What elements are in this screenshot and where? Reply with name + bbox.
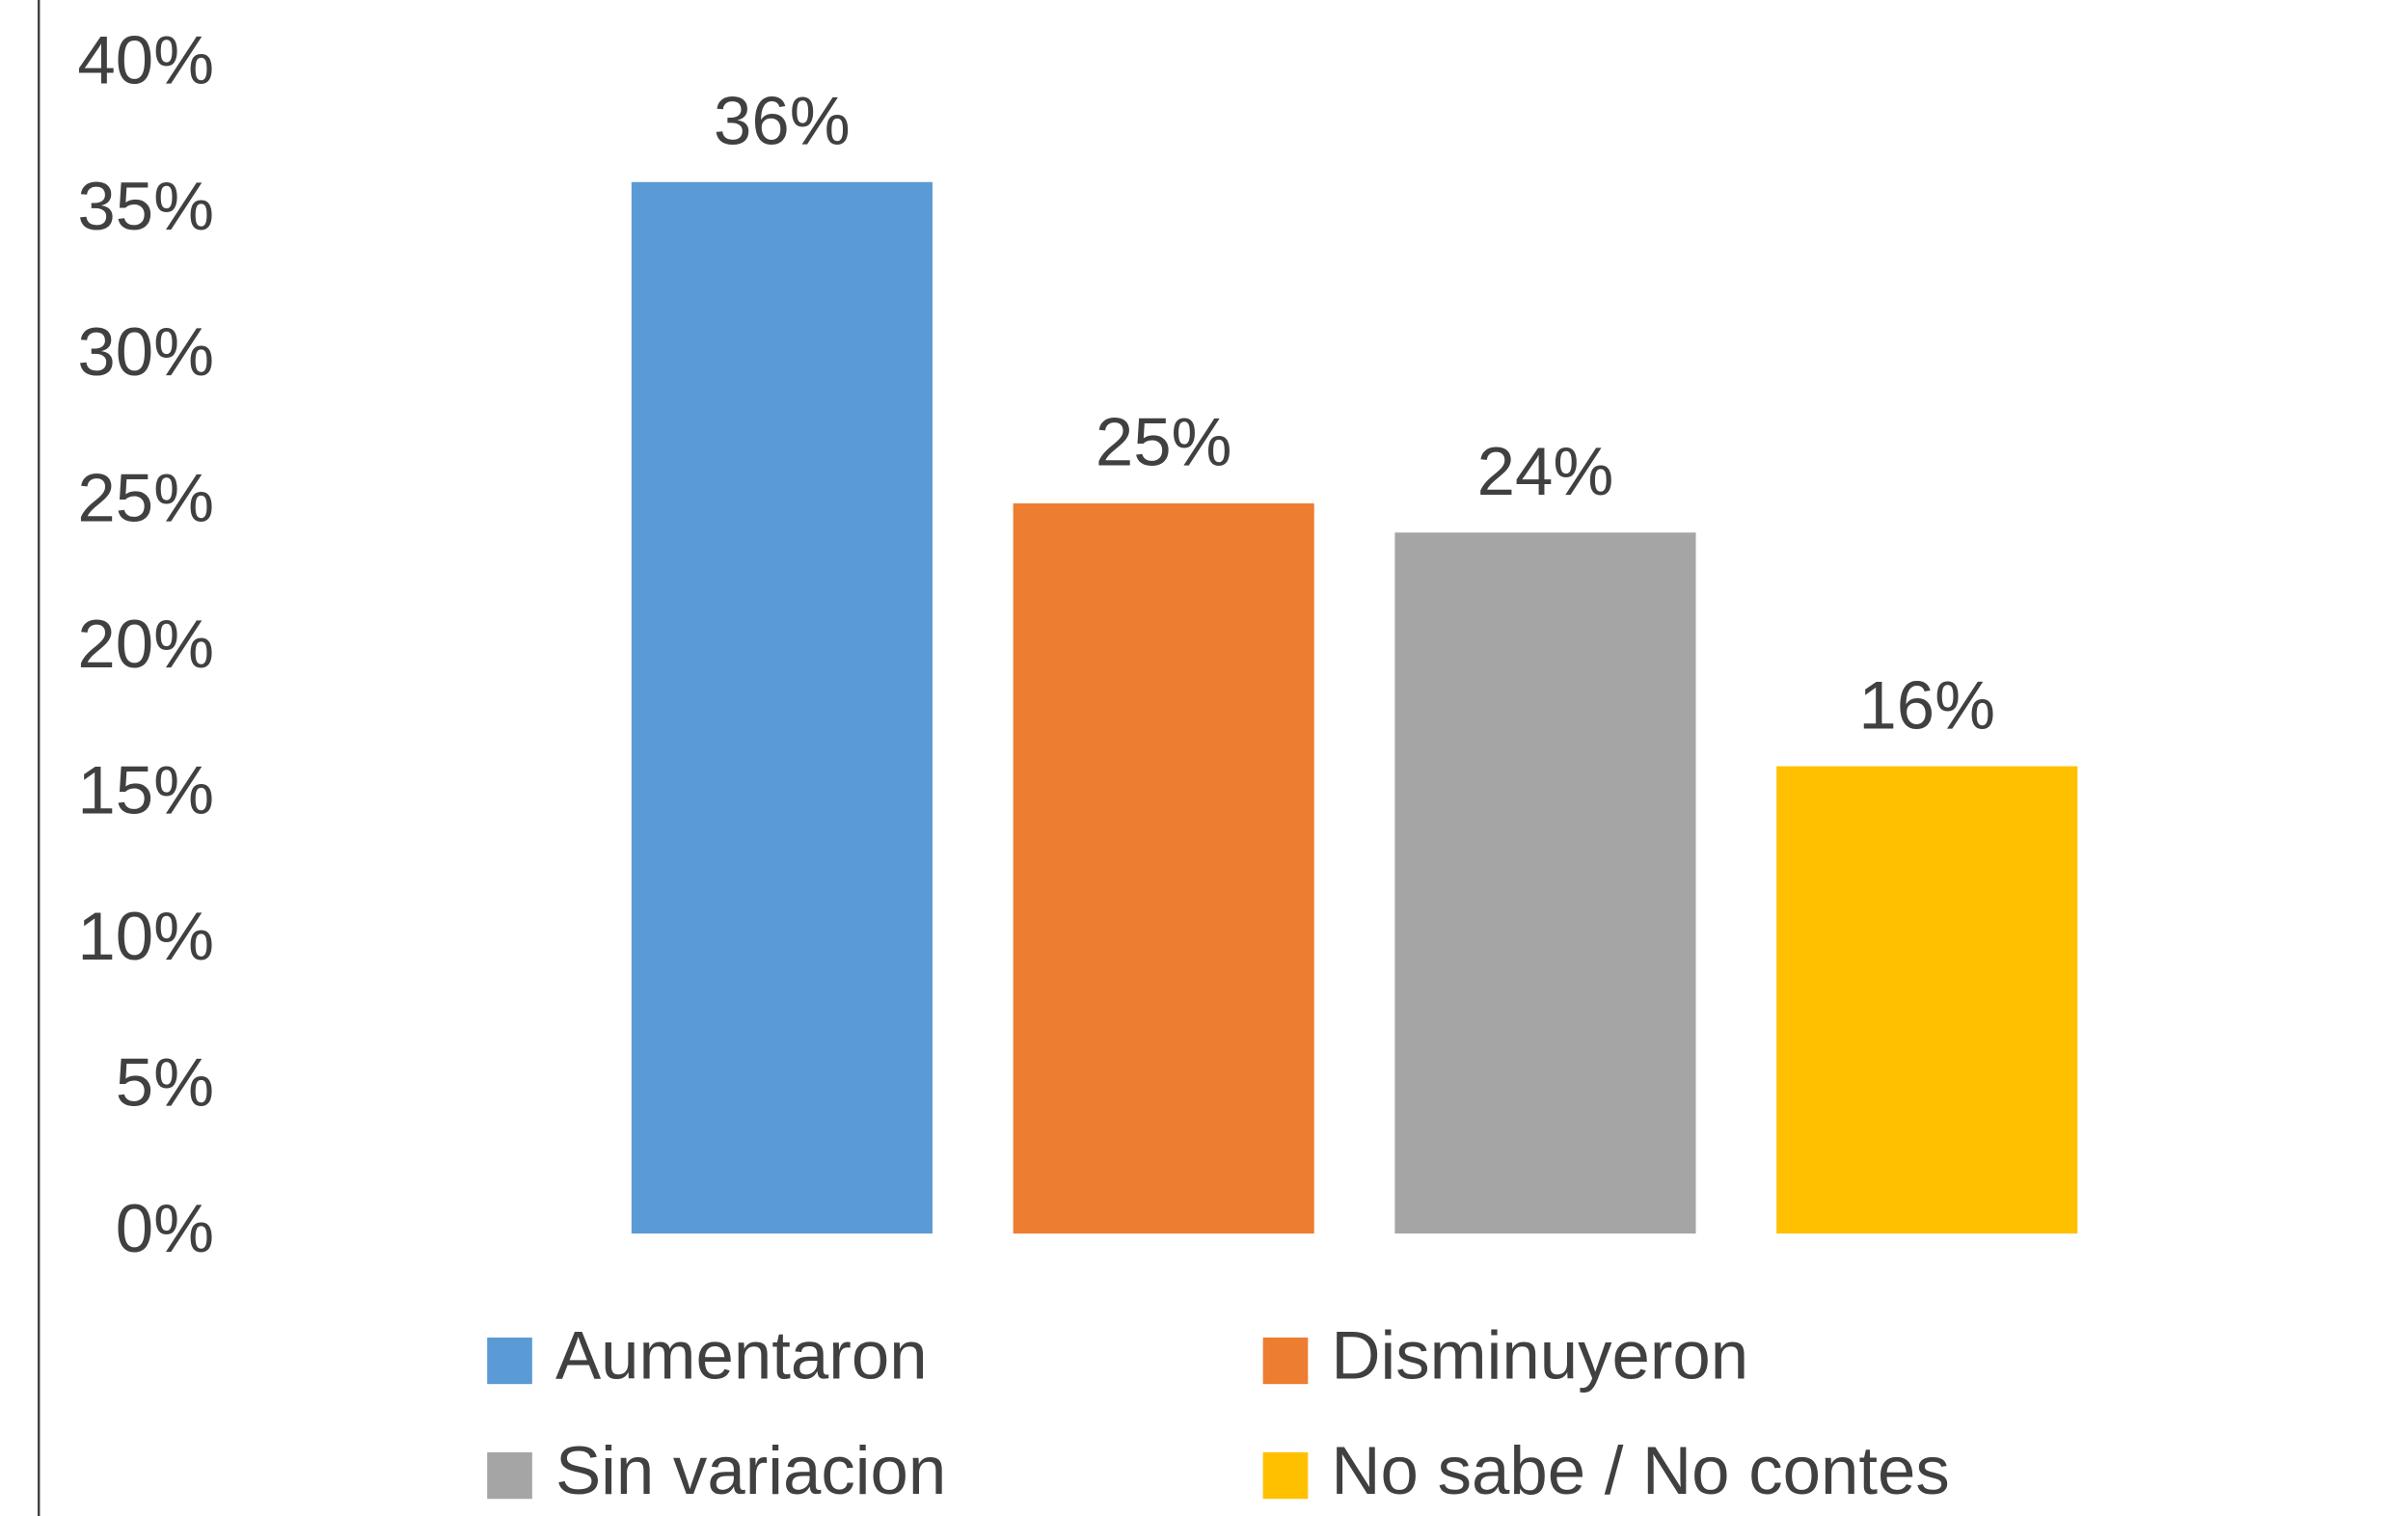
data-label: 25% — [1096, 405, 1232, 481]
legend-swatch — [487, 1337, 532, 1385]
bar — [631, 181, 933, 1234]
y-tick-label: 25% — [77, 461, 214, 537]
y-tick-label: 5% — [116, 1044, 214, 1121]
legend-label: Sin variacion — [555, 1433, 946, 1509]
legend-swatch — [1262, 1337, 1309, 1385]
bar — [1013, 502, 1314, 1234]
legend-label: No sabe / No contes — [1331, 1433, 1949, 1509]
legend-swatch — [1262, 1451, 1309, 1500]
y-tick-label: 20% — [77, 607, 214, 683]
y-tick-label: 35% — [77, 169, 214, 245]
legend-label: Disminuyeron — [1331, 1318, 1748, 1394]
y-tick-label: 15% — [77, 753, 214, 829]
data-label: 24% — [1477, 434, 1614, 510]
y-tick-label: 0% — [116, 1191, 214, 1267]
bar — [1394, 532, 1696, 1234]
data-label: 36% — [714, 84, 851, 160]
bar — [1776, 766, 2078, 1234]
data-label: 16% — [1858, 667, 1995, 744]
legend-label: Aumentaron — [555, 1318, 928, 1394]
y-tick-label: 10% — [77, 899, 214, 975]
y-tick-label: 30% — [77, 314, 214, 391]
legend-swatch — [487, 1451, 532, 1500]
y-tick-label: 40% — [77, 22, 214, 98]
